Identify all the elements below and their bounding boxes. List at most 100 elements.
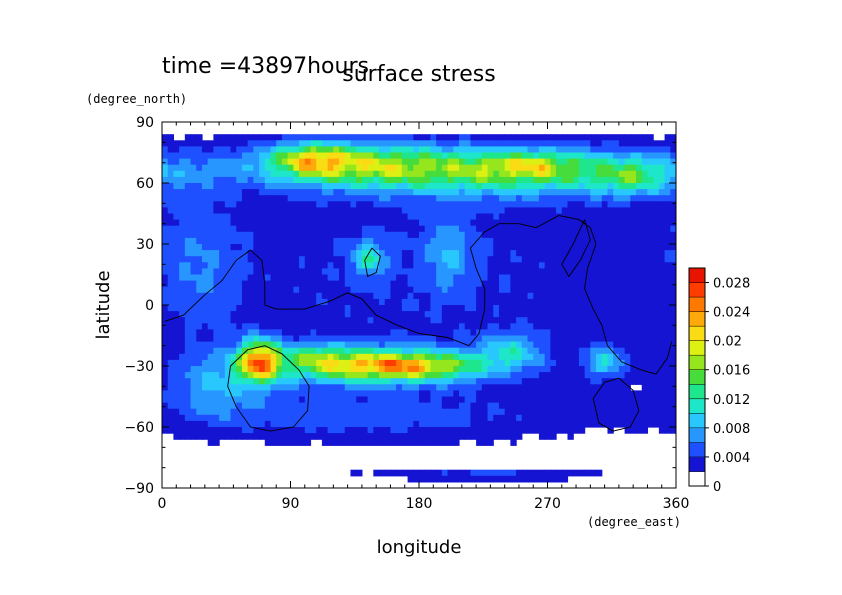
heatmap-cell — [567, 286, 574, 294]
heatmap-cell — [184, 213, 192, 221]
heatmap-cell — [350, 469, 357, 477]
heatmap-cell — [167, 317, 175, 324]
heatmap-cell — [350, 244, 357, 251]
heatmap-cell — [396, 219, 403, 227]
heatmap-cell — [401, 414, 409, 422]
heatmap-cell — [590, 329, 597, 337]
heatmap-cell — [281, 231, 289, 239]
heatmap-cell — [201, 390, 209, 398]
heatmap-cell — [618, 366, 626, 373]
heatmap-cell — [464, 317, 471, 324]
heatmap-cell — [327, 274, 334, 282]
heatmap-cell — [670, 414, 676, 422]
heatmap-cell — [618, 408, 626, 416]
heatmap-cell — [207, 189, 214, 196]
heatmap-cell — [367, 195, 374, 202]
heatmap-cell — [384, 372, 392, 379]
heatmap-cell — [658, 140, 666, 147]
heatmap-cell — [470, 384, 477, 391]
heatmap-cell — [173, 195, 180, 202]
heatmap-cell — [196, 207, 203, 215]
heatmap-cell — [653, 213, 660, 221]
heatmap-cell — [458, 402, 466, 410]
heatmap-cell — [419, 372, 426, 379]
heatmap-cell — [430, 274, 437, 282]
heatmap-cell — [259, 244, 266, 251]
heatmap-cell — [276, 237, 283, 245]
heatmap-cell — [550, 372, 557, 379]
heatmap-cell — [538, 414, 546, 422]
heatmap-cell — [373, 353, 380, 361]
heatmap-cell — [287, 347, 294, 355]
heatmap-cell — [510, 439, 517, 446]
heatmap-cell — [647, 353, 654, 361]
heatmap-cell — [373, 469, 380, 477]
heatmap-cell — [464, 146, 471, 154]
heatmap-cell — [344, 152, 352, 160]
heatmap-cell — [504, 372, 511, 379]
heatmap-cell — [430, 433, 437, 440]
heatmap-cell — [167, 152, 175, 160]
heatmap-cell — [504, 329, 511, 337]
heatmap-cell — [584, 408, 591, 416]
heatmap-cell — [413, 140, 420, 147]
heatmap-cell — [401, 274, 409, 282]
heatmap-cell — [458, 317, 466, 324]
heatmap-cell — [419, 164, 426, 172]
heatmap-cell — [561, 323, 569, 330]
heatmap-cell — [487, 268, 494, 276]
heatmap-cell — [533, 347, 540, 355]
heatmap-cell — [281, 262, 289, 269]
heatmap-cell — [533, 158, 540, 166]
heatmap-cell — [516, 183, 523, 190]
heatmap-cell — [658, 244, 666, 251]
heatmap-cell — [498, 189, 506, 196]
heatmap-cell — [533, 164, 540, 172]
heatmap-cell — [538, 475, 546, 483]
heatmap-cell — [367, 378, 374, 385]
heatmap-cell — [561, 317, 569, 324]
heatmap-cell — [521, 195, 529, 202]
heatmap-cell — [241, 311, 249, 318]
heatmap-cell — [384, 329, 392, 337]
heatmap-cell — [201, 335, 209, 343]
heatmap-cell — [613, 366, 620, 373]
heatmap-cell — [653, 250, 660, 257]
heatmap-cell — [384, 396, 392, 404]
heatmap-cell — [476, 134, 483, 141]
heatmap-cell — [253, 317, 260, 324]
heatmap-cell — [241, 408, 249, 416]
heatmap-cell — [361, 329, 369, 337]
heatmap-cell — [333, 311, 340, 318]
heatmap-cell — [201, 213, 209, 221]
heatmap-cell — [664, 390, 671, 398]
heatmap-cell — [578, 329, 586, 337]
heatmap-cell — [493, 433, 500, 440]
heatmap-cell — [373, 384, 380, 391]
heatmap-cell — [556, 170, 563, 178]
heatmap-cell — [601, 158, 609, 166]
heatmap-cell — [630, 298, 637, 306]
heatmap-cell — [476, 439, 483, 446]
heatmap-cell — [310, 286, 317, 294]
heatmap-cell — [413, 402, 420, 410]
heatmap-cell — [356, 408, 363, 416]
heatmap-cell — [339, 427, 346, 434]
heatmap-cell — [544, 225, 551, 233]
heatmap-cell — [230, 298, 237, 306]
heatmap-cell — [367, 341, 374, 349]
heatmap-cell — [476, 305, 483, 312]
heatmap-cell — [504, 408, 511, 416]
heatmap-cell — [641, 268, 649, 276]
heatmap-cell — [556, 134, 563, 141]
heatmap-cell — [321, 244, 329, 251]
heatmap-cell — [590, 213, 597, 221]
heatmap-cell — [447, 152, 454, 160]
heatmap-cell — [299, 219, 306, 227]
heatmap-cell — [607, 323, 614, 330]
heatmap-cell — [321, 427, 329, 434]
heatmap-cell — [224, 390, 232, 398]
heatmap-cell — [390, 427, 397, 434]
heatmap-cell — [504, 298, 511, 306]
heatmap-cell — [521, 274, 529, 282]
